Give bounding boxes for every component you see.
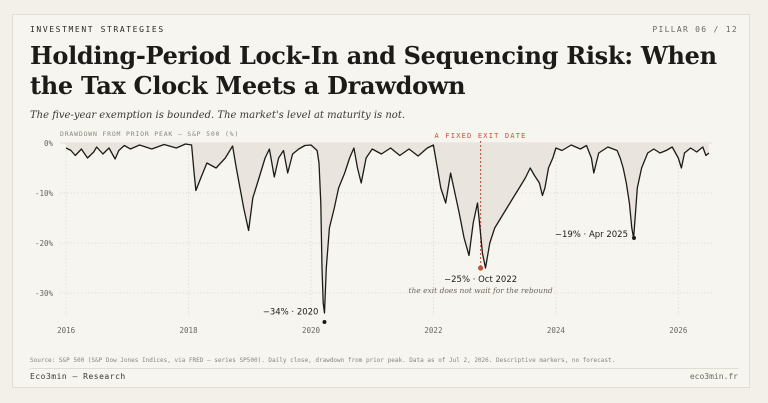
site-url: eco3min.fr	[689, 372, 738, 381]
y-tick-label: -30%	[35, 289, 54, 298]
x-tick-label: 2026	[669, 326, 688, 335]
exit-note: the exit does not wait for the rebound	[408, 286, 552, 295]
trough-label-2022: −25% · Oct 2022	[444, 275, 517, 285]
footer-divider	[30, 368, 738, 369]
y-tick-label: 0%	[44, 139, 54, 148]
category-eyebrow: INVESTMENT STRATEGIES	[30, 25, 165, 34]
trough-label-2025: −19% · Apr 2025	[555, 230, 628, 240]
subtitle: The five-year exemption is bounded. The …	[30, 110, 406, 121]
pillar-counter: PILLAR 06 / 12	[652, 25, 738, 34]
drawdown-area	[66, 143, 709, 313]
trough-dot-2022	[477, 265, 484, 271]
trough-dot-2020	[322, 320, 327, 324]
page-title: Holding-Period Lock-In and Sequencing Ri…	[30, 41, 740, 101]
x-tick-label: 2022	[424, 326, 442, 335]
exit-date-label: A FIXED EXIT DATE	[435, 132, 527, 140]
x-tick-label: 2020	[302, 326, 321, 335]
x-tick-label: 2024	[547, 326, 566, 335]
title-line-1: Holding-Period Lock-In and Sequencing Ri…	[30, 41, 717, 70]
x-tick-label: 2016	[57, 326, 76, 335]
y-tick-label: -20%	[35, 239, 54, 248]
card	[12, 14, 750, 388]
source-note: Source: S&P 500 (S&P Dow Jones Indices, …	[30, 357, 616, 364]
title-line-2: the Tax Clock Meets a Drawdown	[30, 71, 466, 100]
trough-label-2020: −34% · 2020	[263, 308, 319, 318]
brand-name: Eco3min — Research	[30, 372, 126, 381]
y-axis-label: DRAWDOWN FROM PRIOR PEAK — S&P 500 (%)	[60, 130, 239, 138]
trough-dot-2025	[632, 236, 637, 240]
y-tick-label: -10%	[35, 189, 54, 198]
x-tick-label: 2018	[180, 326, 199, 335]
chart-grid: 0% -10% -20% -30% 2016 2018 2020 2022 2024 2026	[35, 139, 712, 335]
drawdown-line	[65, 143, 710, 314]
